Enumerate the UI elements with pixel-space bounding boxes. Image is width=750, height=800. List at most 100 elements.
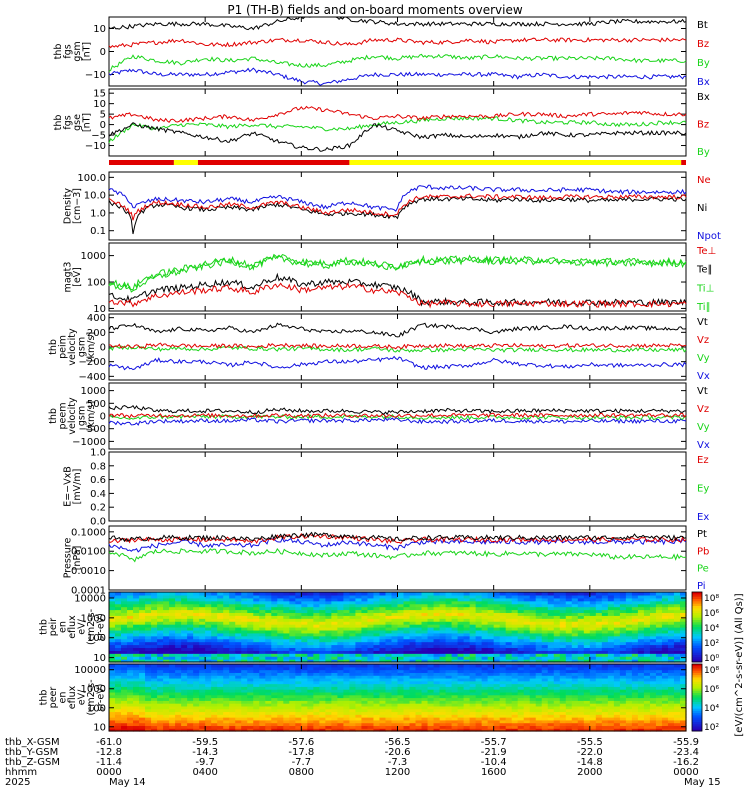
y-axis-label-line: eflux	[67, 615, 78, 639]
y-tick-label: 0.0	[90, 517, 106, 528]
y-axis-label-line: thb	[53, 115, 64, 131]
y-tick-label: 1000	[81, 684, 106, 695]
legend-Vy: Vy	[697, 353, 710, 364]
series-Pb	[108, 532, 687, 545]
y-axis-label-line: sr-eV)	[96, 613, 107, 641]
y-tick-label: 10	[93, 653, 106, 664]
mode-bar-segment	[173, 160, 198, 165]
x-row-value: -57.6	[288, 737, 314, 748]
legend-Npot: Npot	[697, 231, 721, 242]
series-Te∥	[108, 272, 687, 308]
x-row-value: -23.4	[673, 747, 699, 758]
y-axis-label-line: en	[58, 692, 69, 704]
y-tick-label: 1.0	[90, 448, 106, 459]
x-row-value: -55.7	[481, 737, 507, 748]
panel-frame	[108, 525, 687, 591]
x-row-value: -17.8	[288, 747, 314, 758]
panel-temp: 1000 100 10 magt3[eV] Te⊥ Te∥ Ti⊥ Ti∥	[62, 242, 716, 315]
y-axis-label: magt3[eV]	[62, 262, 83, 293]
y-tick-label: 0.4	[90, 489, 106, 500]
x-row-value: 2000	[577, 767, 602, 778]
y-axis-label-line: [nT]	[81, 42, 92, 61]
y-axis-label-line: peer	[48, 687, 59, 709]
y-axis-label-line: (cm2-s-	[86, 609, 97, 645]
x-row-value: 0400	[192, 767, 217, 778]
x-row-value: -16.2	[673, 757, 699, 768]
series-Vz	[108, 412, 687, 419]
y-tick-label: 500	[87, 399, 106, 410]
x-row-value: -10.4	[481, 757, 507, 768]
legend-Vt: Vt	[697, 386, 708, 397]
y-axis-label-line: en	[58, 621, 69, 633]
series-Vt	[108, 404, 687, 416]
x-row-value: 0000	[96, 767, 121, 778]
colorbar-label-text: [eV/(cm^2-s-sr-eV)] (All Qs)]	[734, 593, 745, 736]
x-row-name: 2025	[5, 777, 30, 788]
y-axis-label-line: [nT]	[81, 113, 92, 132]
legend-Ni: Ni	[697, 203, 707, 214]
y-tick-label: 5	[100, 110, 106, 121]
mode-bar-segment	[197, 160, 350, 165]
colorbar-label: [eV/(cm^2-s-sr-eV)] (All Qs)]	[734, 593, 745, 736]
x-row-value: 0800	[289, 767, 314, 778]
series-Ti∥	[108, 254, 687, 293]
y-axis-label-line: [cm−3]	[72, 188, 83, 224]
y-axis-label: Density[cm−3]	[62, 188, 83, 224]
x-row-value: -7.7	[292, 757, 312, 768]
legend-Ne: Ne	[697, 175, 711, 186]
mode-bar-segment	[109, 160, 174, 165]
y-axis-label-line: gsm	[77, 406, 88, 426]
x-row-name: thb_Y-GSM	[5, 747, 58, 758]
colorbar-peir_eflux: 10⁸ 10⁶ 10⁴ 10² 10⁰	[691, 591, 719, 664]
y-tick-label: −10	[85, 70, 106, 81]
panel-peer_eflux: 10⁸ 10⁶ 10⁴ 10² 10000 1000 100 10 thbpeereneflux…	[39, 663, 719, 733]
colorbar-peer_eflux: 10⁸ 10⁶ 10⁴ 10²	[691, 663, 719, 733]
legend-Ey: Ey	[697, 484, 709, 495]
y-axis-label-line: fgs	[62, 115, 73, 129]
series-Bz	[108, 36, 687, 49]
legend-Te∥: Te∥	[696, 265, 713, 276]
y-axis-label-line: [nPa]	[72, 546, 83, 571]
colorbar-tick-label: 10²	[704, 723, 719, 733]
y-axis-label-line: [km/s]	[86, 401, 97, 431]
y-axis-label-line: (cm2-s-	[86, 679, 97, 715]
legend-Pe: Pe	[697, 564, 709, 575]
legend-Vt: Vt	[697, 317, 708, 328]
y-axis-label-line: Pressure	[62, 538, 73, 579]
y-tick-label: 100	[87, 633, 106, 644]
y-tick-label: 0	[100, 47, 106, 58]
y-tick-label: 10	[93, 304, 106, 315]
y-tick-label: 1000	[81, 251, 106, 262]
x-row-value: -9.7	[195, 757, 215, 768]
y-tick-label: 400	[87, 313, 106, 324]
y-axis-label: Pressure[nPa]	[62, 538, 83, 579]
y-axis-label-line: peim	[58, 335, 69, 359]
legend-Bz: Bz	[697, 39, 709, 50]
series-Bx	[108, 122, 687, 152]
y-tick-label: 100.0	[77, 173, 106, 184]
series-Bx	[108, 67, 687, 86]
x-row-value: 1600	[481, 767, 506, 778]
x-row-value: -55.5	[577, 737, 603, 748]
y-tick-label: 0.1000	[71, 527, 106, 538]
legend-Vx: Vx	[697, 440, 710, 451]
x-row-value: -59.5	[192, 737, 218, 748]
y-axis-label-line: gsm	[72, 41, 83, 61]
colorbar-tick-label: 10⁶	[704, 609, 719, 619]
y-axis-label-line: [mV/m]	[72, 469, 83, 505]
y-axis-label-line: peem	[58, 403, 69, 430]
y-tick-label: 0.2	[90, 503, 106, 514]
y-tick-label: 100	[87, 703, 106, 714]
legend-Pi: Pi	[697, 581, 706, 592]
series-Vt	[108, 322, 687, 338]
y-axis-label-line: E=−VxB	[62, 466, 73, 507]
x-axis-annotations: thb_X-GSM -61.0 -59.5 -57.6 -56.5 -55.7 -55.5-…	[5, 737, 721, 788]
y-tick-label: 10	[93, 722, 106, 733]
y-axis-label-line: thb	[39, 619, 50, 635]
series-Vx	[108, 417, 687, 426]
